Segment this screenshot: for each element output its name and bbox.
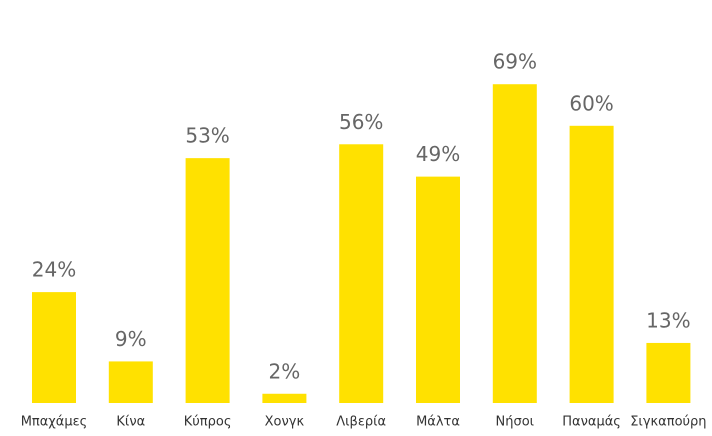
x-tick-label: Μάλτα [416, 415, 460, 430]
x-tick-label: Χονγκ [265, 415, 305, 430]
value-label: 53% [185, 124, 229, 148]
value-label: 24% [32, 258, 76, 282]
value-label: 60% [569, 91, 613, 115]
x-tick-label: Λιβερία [336, 415, 386, 430]
bar [646, 342, 691, 403]
bar [416, 176, 460, 403]
bar [262, 393, 307, 403]
bar [32, 292, 76, 403]
x-tick-label: Κίνα [116, 415, 145, 430]
bar [108, 361, 153, 403]
bar [569, 125, 614, 404]
x-tick-label: Παναμάς [562, 415, 621, 430]
bar [185, 158, 230, 403]
bar [492, 84, 537, 403]
value-label: 56% [339, 110, 383, 134]
value-label: 2% [269, 359, 301, 383]
value-label: 13% [646, 308, 690, 332]
value-label: 49% [416, 142, 460, 166]
x-tick-label: Σιγκαπούρη [630, 415, 706, 430]
x-tick-label: Μπαχάμες [21, 415, 88, 430]
value-label: 69% [493, 50, 537, 74]
value-label: 9% [115, 327, 147, 351]
x-tick-label: Κύπρος [184, 415, 232, 430]
x-tick-label: Νήσοι [496, 415, 535, 430]
bar [339, 144, 384, 403]
